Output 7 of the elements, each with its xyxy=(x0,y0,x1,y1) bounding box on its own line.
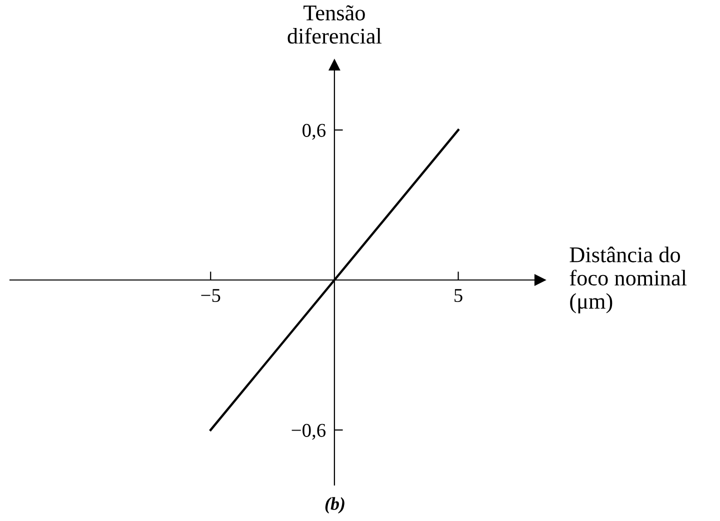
y-axis-title: Tensão diferencial xyxy=(288,5,382,44)
x-tick-label: 5 xyxy=(454,289,462,302)
y-tick-label: −0,6 xyxy=(292,424,326,440)
x-tick-label: −5 xyxy=(201,289,220,302)
y-tick-label: 0,6 xyxy=(302,124,326,140)
text: (b) xyxy=(325,497,344,514)
x-axis-title: Distância do foco nominal (μm) xyxy=(570,246,687,314)
